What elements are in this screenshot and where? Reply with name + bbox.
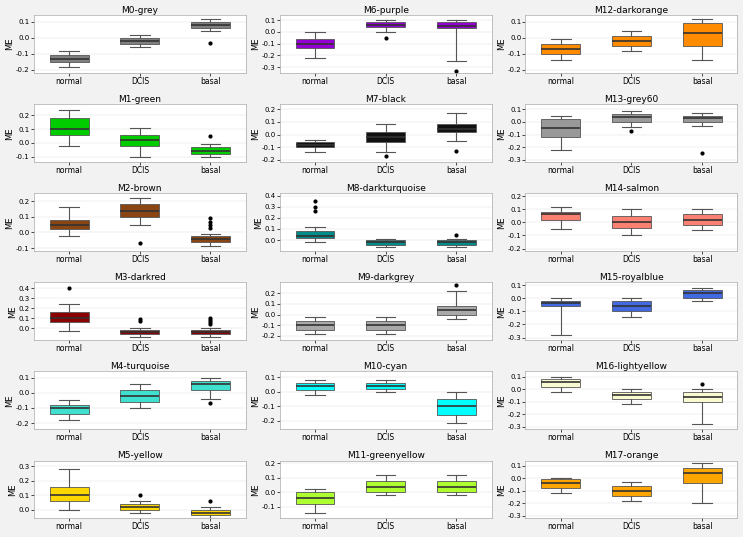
- PathPatch shape: [437, 481, 476, 492]
- PathPatch shape: [542, 301, 580, 306]
- PathPatch shape: [296, 492, 334, 504]
- PathPatch shape: [191, 236, 230, 242]
- Title: M10-cyan: M10-cyan: [363, 362, 408, 371]
- PathPatch shape: [612, 391, 651, 399]
- PathPatch shape: [437, 399, 476, 415]
- Y-axis label: ME: ME: [251, 394, 260, 407]
- PathPatch shape: [50, 313, 88, 322]
- PathPatch shape: [366, 481, 405, 492]
- PathPatch shape: [296, 231, 334, 238]
- PathPatch shape: [612, 216, 651, 228]
- PathPatch shape: [50, 487, 88, 501]
- PathPatch shape: [612, 301, 651, 311]
- Title: M3-darkred: M3-darkred: [114, 273, 166, 282]
- PathPatch shape: [120, 135, 159, 146]
- Y-axis label: ME: ME: [497, 305, 506, 317]
- PathPatch shape: [191, 510, 230, 516]
- PathPatch shape: [366, 383, 405, 389]
- PathPatch shape: [296, 39, 334, 48]
- Y-axis label: ME: ME: [497, 38, 506, 50]
- Y-axis label: ME: ME: [5, 38, 15, 50]
- PathPatch shape: [296, 383, 334, 390]
- PathPatch shape: [296, 321, 334, 330]
- PathPatch shape: [296, 142, 334, 147]
- PathPatch shape: [366, 23, 405, 27]
- PathPatch shape: [50, 55, 88, 62]
- Y-axis label: ME: ME: [8, 483, 17, 496]
- Y-axis label: ME: ME: [8, 305, 17, 317]
- Y-axis label: ME: ME: [251, 305, 260, 317]
- Title: M8-darkturquoise: M8-darkturquoise: [345, 184, 426, 193]
- PathPatch shape: [542, 119, 580, 137]
- Title: M5-yellow: M5-yellow: [117, 451, 163, 460]
- PathPatch shape: [437, 125, 476, 132]
- Y-axis label: ME: ME: [254, 216, 263, 229]
- Title: M9-darkgrey: M9-darkgrey: [357, 273, 415, 282]
- PathPatch shape: [437, 240, 476, 244]
- PathPatch shape: [50, 220, 88, 229]
- PathPatch shape: [50, 405, 88, 414]
- PathPatch shape: [191, 330, 230, 334]
- PathPatch shape: [683, 23, 721, 46]
- Title: M13-grey60: M13-grey60: [604, 95, 658, 104]
- PathPatch shape: [542, 480, 580, 488]
- Y-axis label: ME: ME: [497, 483, 506, 496]
- Title: M4-turquoise: M4-turquoise: [110, 362, 169, 371]
- Y-axis label: ME: ME: [251, 483, 260, 496]
- Title: M0-grey: M0-grey: [121, 5, 158, 14]
- PathPatch shape: [120, 390, 159, 402]
- PathPatch shape: [437, 23, 476, 28]
- Title: M16-lightyellow: M16-lightyellow: [595, 362, 667, 371]
- PathPatch shape: [612, 114, 651, 122]
- PathPatch shape: [683, 291, 721, 298]
- PathPatch shape: [683, 214, 721, 225]
- Title: M1-green: M1-green: [118, 95, 161, 104]
- PathPatch shape: [120, 205, 159, 217]
- Y-axis label: ME: ME: [251, 38, 260, 50]
- PathPatch shape: [542, 379, 580, 387]
- Y-axis label: ME: ME: [497, 127, 506, 140]
- PathPatch shape: [191, 147, 230, 154]
- PathPatch shape: [191, 22, 230, 28]
- PathPatch shape: [120, 38, 159, 44]
- PathPatch shape: [542, 212, 580, 220]
- PathPatch shape: [366, 321, 405, 330]
- PathPatch shape: [437, 306, 476, 315]
- Title: M14-salmon: M14-salmon: [604, 184, 659, 193]
- Y-axis label: ME: ME: [5, 216, 15, 229]
- Title: M12-darkorange: M12-darkorange: [594, 5, 669, 14]
- PathPatch shape: [191, 381, 230, 390]
- PathPatch shape: [683, 115, 721, 122]
- Title: M17-orange: M17-orange: [604, 451, 659, 460]
- Title: M7-black: M7-black: [366, 95, 406, 104]
- PathPatch shape: [120, 504, 159, 510]
- PathPatch shape: [542, 44, 580, 54]
- PathPatch shape: [683, 391, 721, 402]
- PathPatch shape: [683, 468, 721, 483]
- Y-axis label: ME: ME: [497, 394, 506, 407]
- PathPatch shape: [366, 240, 405, 244]
- PathPatch shape: [120, 330, 159, 334]
- Y-axis label: ME: ME: [5, 394, 15, 407]
- Title: M11-greenyellow: M11-greenyellow: [347, 451, 424, 460]
- PathPatch shape: [612, 36, 651, 46]
- Title: M15-royalblue: M15-royalblue: [599, 273, 663, 282]
- PathPatch shape: [612, 485, 651, 496]
- PathPatch shape: [366, 132, 405, 142]
- Y-axis label: ME: ME: [251, 127, 260, 140]
- Title: M6-purple: M6-purple: [363, 5, 409, 14]
- Y-axis label: ME: ME: [5, 127, 15, 140]
- Title: M2-brown: M2-brown: [117, 184, 162, 193]
- Y-axis label: ME: ME: [497, 216, 506, 229]
- PathPatch shape: [50, 118, 88, 135]
